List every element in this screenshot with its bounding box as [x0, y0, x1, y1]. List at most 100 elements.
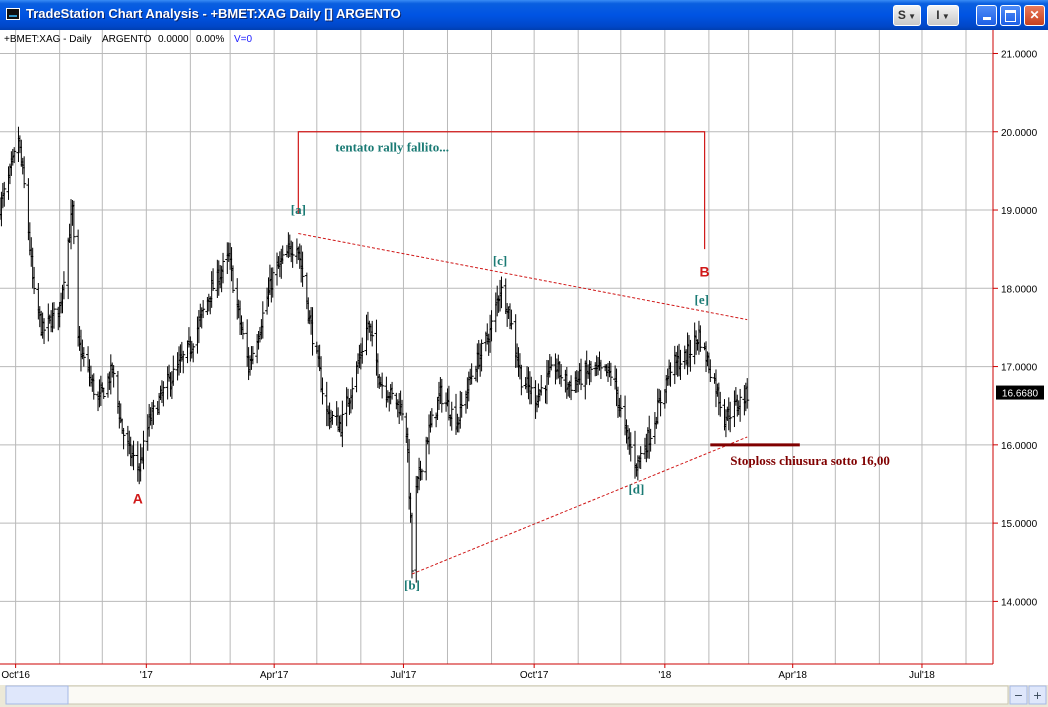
- wave-label: [b]: [404, 578, 420, 593]
- ohlc-bar: [529, 376, 534, 405]
- time-axis: Oct'16 '17 Apr'17 Jul'17 Oct'17 '18 Apr'18 Jul'…: [1, 664, 935, 681]
- ohlc-bar: [2, 181, 7, 207]
- ohlc-bar: [738, 388, 743, 422]
- horizontal-scrollbar[interactable]: − +: [0, 685, 1048, 707]
- ohlc-bar: [648, 428, 653, 452]
- ohlc-bar: [201, 300, 206, 319]
- wave-label: B: [700, 264, 710, 280]
- ohlc-bar: [539, 375, 544, 396]
- maximize-icon: [1005, 10, 1016, 22]
- ohlc-bar: [22, 156, 27, 189]
- ohlc-bar: [390, 381, 395, 400]
- last-price-marker: 16.6680: [996, 385, 1044, 400]
- horizontal-gridlines: [0, 52, 993, 602]
- last-price-box: [996, 385, 1044, 400]
- ohlc-bar: [459, 391, 464, 418]
- ohlc-bar: [588, 361, 593, 383]
- price-tick-label: 19.0000: [1001, 206, 1038, 217]
- ohlc-bar: [240, 321, 245, 340]
- ohlc-bar: [579, 358, 584, 391]
- ohlc-bar: [290, 241, 295, 268]
- ohlc-bar: [42, 318, 47, 345]
- chart-background: [0, 30, 1048, 707]
- ohlc-bar: [708, 359, 713, 382]
- ohlc-bar: [260, 301, 265, 339]
- ohlc-bar: [678, 349, 683, 380]
- ohlc-bar: [221, 252, 226, 284]
- ohlc-bar: [81, 347, 86, 367]
- ohlc-bar: [549, 356, 554, 371]
- ohlc-bar: [499, 276, 504, 309]
- ohlc-bar: [121, 427, 126, 450]
- ohlc-bar: [618, 394, 623, 418]
- zoom-out-button[interactable]: [1009, 685, 1028, 705]
- ohlc-bar: [519, 364, 524, 396]
- time-tick-label: Apr'17: [260, 670, 289, 681]
- last-price-label: 16.6680: [1002, 389, 1039, 400]
- percent-change: 0.00%: [196, 34, 224, 45]
- vertical-gridlines: [15, 30, 967, 664]
- tradestation-app-icon[interactable]: [6, 8, 20, 20]
- trendline-upper: [298, 233, 748, 321]
- minimize-button[interactable]: [976, 5, 997, 26]
- ohlc-bar: [310, 307, 315, 356]
- ohlc-bar: [320, 377, 325, 405]
- price-bars: [0, 126, 750, 583]
- title-bar[interactable]: TradeStation Chart Analysis - +BMET:XAG …: [0, 0, 1048, 30]
- scrollbar-thumb[interactable]: [5, 685, 69, 705]
- ohlc-bar: [658, 390, 663, 417]
- ohlc-bar: [728, 401, 733, 433]
- ohlc-bar: [429, 408, 434, 428]
- price-tick-label: 21.0000: [1001, 49, 1038, 60]
- close-button[interactable]: ✕: [1024, 5, 1045, 26]
- style-menu-button[interactable]: S ▼: [893, 5, 921, 26]
- ohlc-bar: [131, 440, 136, 471]
- time-tick-label: Apr'18: [778, 670, 807, 681]
- zoom-out-icon: −: [1014, 689, 1023, 702]
- ohlc-bar: [469, 363, 474, 385]
- time-tick-label: Jul'17: [391, 670, 417, 681]
- ohlc-bar: [91, 373, 96, 400]
- chart-annotations: tentato rally fallito... Stoploss chiusur…: [133, 131, 890, 593]
- ohlc-bar: [151, 399, 156, 425]
- wave-label: [d]: [628, 481, 644, 496]
- style-dropdown-icon: ▼: [905, 12, 917, 21]
- zoom-in-icon: +: [1033, 689, 1042, 702]
- ohlc-bar: [340, 400, 345, 448]
- ohlc-bar: [668, 362, 673, 387]
- close-icon: ✕: [1029, 8, 1040, 22]
- ohlc-bar: [439, 378, 444, 413]
- price-chart[interactable]: +BMET:XAG - Daily ARGENTO 0.0000 0.00% V…: [0, 30, 1048, 707]
- ohlc-bar: [330, 410, 335, 425]
- ohlc-bar: [419, 468, 424, 481]
- indicator-menu-button[interactable]: I ▼: [927, 5, 959, 26]
- indicator-dropdown-icon: ▼: [939, 12, 950, 21]
- scrollbar-channel[interactable]: [5, 685, 1009, 705]
- ohlc-bar: [608, 362, 613, 386]
- ohlc-bar: [191, 343, 196, 363]
- minimize-icon: [982, 17, 991, 20]
- trendline-lower: [411, 436, 748, 575]
- indicator-button-label: I: [936, 8, 940, 22]
- ohlc-bar: [698, 325, 703, 352]
- ohlc-bar: [638, 446, 643, 470]
- ohlc-bar: [32, 266, 37, 295]
- price-tick-label: 18.0000: [1001, 284, 1038, 295]
- maximize-button[interactable]: [1000, 5, 1021, 26]
- ohlc-bar: [628, 432, 633, 462]
- time-tick-label: '17: [140, 670, 153, 681]
- time-tick-label: Oct'16: [1, 670, 30, 681]
- ohlc-bar: [280, 245, 285, 264]
- ohlc-bar: [270, 267, 275, 298]
- time-tick-label: Jul'18: [909, 670, 935, 681]
- ohlc-bar: [71, 200, 76, 245]
- ohlc-bar: [569, 375, 574, 401]
- ohlc-bar: [300, 251, 305, 287]
- time-tick-label: Oct'17: [520, 670, 549, 681]
- failed-rally-bracket: [297, 131, 706, 250]
- ohlc-bar: [509, 309, 514, 330]
- wave-label: A: [133, 491, 143, 507]
- ohlc-bar: [479, 339, 484, 372]
- zoom-in-button[interactable]: [1028, 685, 1047, 705]
